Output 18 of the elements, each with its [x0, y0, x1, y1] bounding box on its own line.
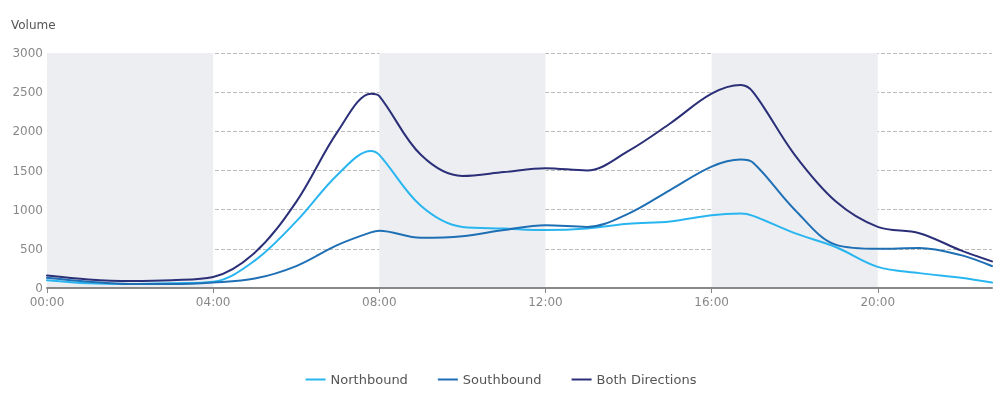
x-tick-label: 00:00: [29, 295, 65, 309]
y-tick-label: 2000: [12, 124, 43, 139]
y-tick-label: 2500: [12, 85, 43, 100]
line-series: [46, 84, 993, 282]
y-tick-label: 0: [35, 281, 43, 295]
y-tick-label: 500: [20, 241, 43, 256]
x-tick-label: 04:00: [195, 295, 231, 309]
x-tick-label: 20:00: [860, 295, 896, 309]
legend-label: Southbound: [462, 372, 542, 387]
x-tick-label: 16:00: [694, 295, 729, 309]
legend-label: Both Directions: [596, 372, 697, 387]
y-tick-label: 3000: [12, 46, 43, 60]
y-axis-title: Volume: [11, 18, 56, 32]
x-tick-label: 08:00: [362, 295, 397, 309]
y-tick-label: 1500: [12, 163, 43, 178]
y-tick-label: 1000: [12, 202, 43, 217]
legend-label: Northbound: [330, 372, 408, 387]
x-tick-label: 12:00: [528, 295, 563, 309]
